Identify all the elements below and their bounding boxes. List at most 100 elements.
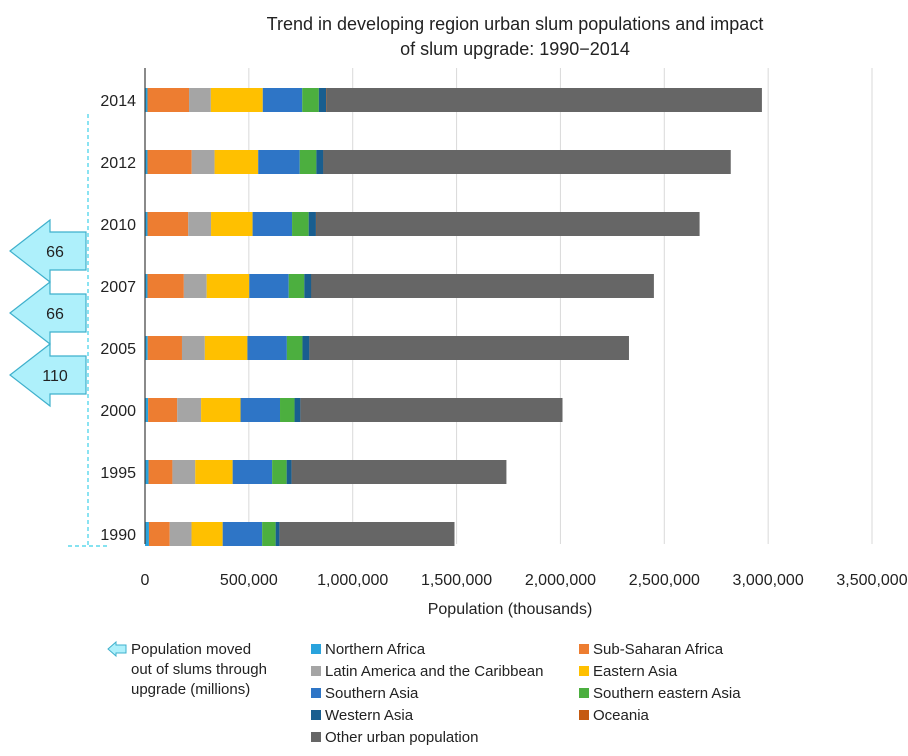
bar-segment [258, 150, 300, 174]
bar-segment [299, 150, 317, 174]
x-tick-label: 3,500,000 [836, 572, 907, 589]
bar-segment [169, 522, 192, 546]
bar-segment [262, 88, 303, 112]
bar-segment [326, 88, 762, 112]
bar-segment [252, 212, 293, 236]
bar-segment [300, 398, 563, 422]
y-tick-label: 2012 [100, 155, 136, 172]
legend-swatch [579, 688, 589, 698]
bar-segment [323, 150, 731, 174]
legend-item-label: Latin America and the Caribbean [325, 663, 543, 680]
bar-segment [145, 398, 149, 422]
bar-segment [147, 336, 182, 360]
bar-segment [316, 212, 700, 236]
bar-segment [183, 274, 207, 298]
bar-segment [145, 274, 148, 298]
legend-item-label: Eastern Asia [593, 663, 678, 680]
bar-segment [148, 398, 178, 422]
bar-segment [189, 88, 211, 112]
upgrade-arrows: 66 66 110 [9, 114, 110, 547]
x-tick-label: 3,000,000 [733, 572, 804, 589]
y-tick-label: 1995 [100, 465, 136, 482]
bar-segment [286, 460, 292, 484]
bar-segment [272, 460, 287, 484]
bar-segment [145, 212, 148, 236]
legend-arrow-label: Population moved [131, 641, 251, 658]
x-axis-title: Population (thousands) [428, 601, 593, 618]
chart-title-line1: Trend in developing region urban slum po… [267, 14, 764, 34]
bar-segment [280, 398, 295, 422]
legend-item-label: Western Asia [325, 707, 414, 724]
y-tick-label: 2005 [100, 341, 136, 358]
bar-segment [147, 88, 190, 112]
bar-segment [206, 274, 250, 298]
chart-title-line2: of slum upgrade: 1990−2014 [400, 39, 630, 59]
bar-segment [177, 398, 202, 422]
y-tick-label: 2014 [100, 93, 136, 110]
bar-segment [145, 150, 148, 174]
legend-arrow-label: upgrade (millions) [131, 681, 250, 698]
y-tick-label: 2007 [100, 279, 136, 296]
bar-segment [148, 522, 170, 546]
bar-segment [318, 88, 327, 112]
legend-item-label: Sub-Saharan Africa [593, 641, 724, 658]
bar-segment [249, 274, 289, 298]
upgrade-arrow-label: 66 [46, 306, 64, 323]
bar-segment [145, 522, 149, 546]
bar-segment [275, 522, 280, 546]
bar-segment [210, 88, 263, 112]
bar-segment [292, 460, 507, 484]
upgrade-arrow [9, 218, 87, 284]
bar-segment [308, 212, 316, 236]
legend-arrow-label: out of slums through [131, 661, 267, 678]
legend-arrow-swatch [107, 640, 127, 658]
upgrade-arrow [9, 280, 87, 346]
legend-swatch [311, 710, 321, 720]
legend-swatch [311, 666, 321, 676]
bar-segment [247, 336, 287, 360]
legend-item-label: Other urban population [325, 729, 478, 746]
bar-segment [222, 522, 263, 546]
y-tick-label: 2010 [100, 217, 136, 234]
bar-segment [294, 398, 301, 422]
bar-segment [172, 460, 196, 484]
bar-segment [195, 460, 233, 484]
bar-segment [181, 336, 205, 360]
bar-segment [280, 522, 455, 546]
legend-swatch [579, 710, 589, 720]
bar-segment [311, 274, 654, 298]
bar-segment [145, 336, 148, 360]
bar-segment [204, 336, 248, 360]
legend-swatch [311, 732, 321, 742]
bar-segment [304, 274, 312, 298]
gridlines [248, 68, 873, 544]
bar-segment [148, 460, 173, 484]
upgrade-arrow-label: 66 [46, 244, 64, 261]
legend-swatch [579, 666, 589, 676]
bar-segment [286, 336, 303, 360]
bar-segment [145, 460, 149, 484]
x-tick-label: 2,500,000 [629, 572, 700, 589]
bar-segment [262, 522, 276, 546]
y-tick-label: 2000 [100, 403, 136, 420]
bar-segment [240, 398, 281, 422]
bar-segment [188, 212, 212, 236]
legend-item-label: Southern eastern Asia [593, 685, 741, 702]
upgrade-arrow-label: 110 [42, 368, 68, 385]
bar-segment [302, 88, 319, 112]
bar-segment [191, 150, 215, 174]
bar-segment [316, 150, 324, 174]
bar-segment [211, 212, 253, 236]
legend-swatch [579, 644, 589, 654]
bar-segment [214, 150, 259, 174]
bar-segment [232, 460, 273, 484]
bar-segment [292, 212, 309, 236]
legend-item-label: Oceania [593, 707, 650, 724]
x-tick-label: 0 [141, 572, 150, 589]
x-tick-label: 1,500,000 [421, 572, 492, 589]
x-tick-label: 500,000 [220, 572, 278, 589]
bar-segment [147, 274, 184, 298]
x-tick-label: 2,000,000 [525, 572, 596, 589]
legend-item-label: Southern Asia [325, 685, 419, 702]
legend-swatch [311, 644, 321, 654]
